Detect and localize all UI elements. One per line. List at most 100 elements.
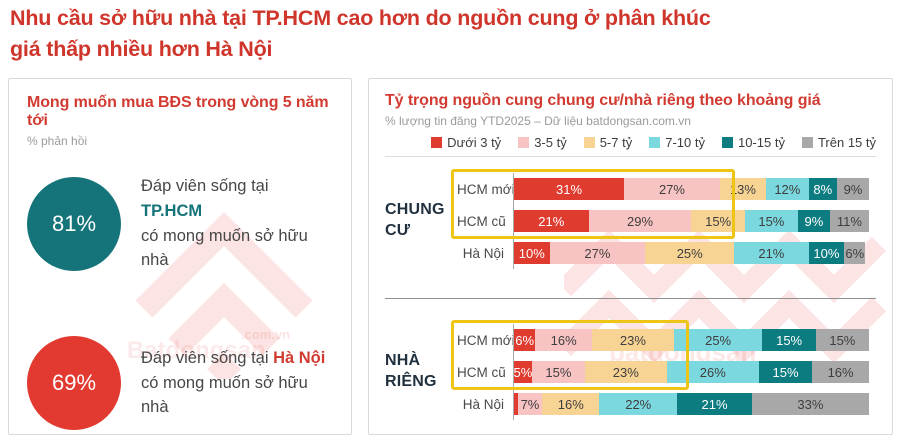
- bar-segment: 26%: [666, 361, 759, 383]
- bar-row-label: Hà Nội: [462, 245, 504, 261]
- legend-swatch-icon: [583, 137, 595, 148]
- bar-segment: 11%: [829, 210, 869, 232]
- bar-track: 5% 15% 23% 26% 15% 16%: [513, 356, 869, 388]
- legend-item: 3-5 tỷ: [518, 135, 567, 150]
- stat-text-hcm: Đáp viên sống tại TP.HCM có mong muốn sở…: [141, 174, 333, 273]
- stat-circle-hanoi: 69%: [27, 336, 121, 430]
- legend-label: 5-7 tỷ: [599, 135, 633, 150]
- chart-legend: Dưới 3 tỷ 3-5 tỷ 5-7 tỷ 7-10 tỷ 10-15 tỷ Trên…: [385, 135, 876, 150]
- bar-track: 21% 29% 15% 15% 9% 11%: [513, 205, 869, 237]
- legend-swatch-icon: [721, 137, 733, 148]
- legend-swatch-icon: [649, 137, 661, 148]
- bar-row-label: HCM mới: [457, 332, 515, 348]
- stacked-bar: 31% 27% 13% 12% 8% 9%: [514, 178, 869, 200]
- group-rows: HCM mới 6% 16% 23% 25% 15% 15% HCM cũ 5% 15% 23% 26…: [451, 320, 876, 420]
- stat-row-hanoi: 69% Đáp viên sống tại Hà Nội có mong muố…: [27, 336, 333, 430]
- stat-text-hanoi: Đáp viên sống tại Hà Nội có mong muốn sở…: [141, 346, 333, 420]
- bar-segment: 16%: [542, 393, 600, 415]
- stacked-bar: 5% 15% 23% 26% 15% 16%: [514, 361, 869, 383]
- group-divider: [385, 298, 876, 299]
- stat-highlight-hcm: TP.HCM: [141, 201, 203, 220]
- stat-highlight-hanoi: Hà Nội: [273, 348, 326, 367]
- bar-row: Hà Nội 10% 27% 25% 21% 10% 6%: [457, 237, 876, 269]
- chart-group: CHUNG CƯ HCM mới 31% 27% 13% 12% 8% 9% HCM cũ 21%…: [385, 169, 876, 269]
- bar-segment: 12%: [766, 178, 809, 200]
- bar-segment: 22%: [599, 393, 678, 415]
- bar-segment: 15%: [531, 361, 585, 383]
- stacked-bar: 6% 16% 23% 25% 15% 15%: [514, 329, 869, 351]
- bar-row: HCM mới 31% 27% 13% 12% 8% 9%: [457, 173, 876, 205]
- watermark-domain-text: .com.vn: [241, 327, 291, 342]
- bar-segment: 16%: [535, 329, 593, 351]
- bar-track: 10% 27% 25% 21% 10% 6%: [513, 237, 869, 269]
- stat-prefix: Đáp viên sống tại: [141, 348, 274, 367]
- bar-segment: 15%: [762, 329, 816, 351]
- bar-row-label: HCM mới: [457, 181, 515, 197]
- bar-segment: [514, 393, 518, 415]
- bar-segment: 25%: [645, 242, 735, 264]
- bar-segment: 5%: [514, 361, 532, 383]
- chart-groups: CHUNG CƯ HCM mới 31% 27% 13% 12% 8% 9% HCM cũ 21%…: [385, 169, 876, 420]
- bar-row: Hà Nội 7% 16% 22% 21% 33%: [457, 388, 876, 420]
- chart-group: NHÀ RIÊNG HCM mới 6% 16% 23% 25% 15% 15% HCM cũ 5…: [385, 320, 876, 420]
- group-rows: HCM mới 31% 27% 13% 12% 8% 9% HCM cũ 21% 29% 15% 15…: [451, 169, 876, 269]
- bar-segment: 23%: [585, 361, 667, 383]
- bar-segment: 9%: [837, 178, 869, 200]
- bar-segment: 13%: [719, 178, 767, 200]
- bar-segment: 16%: [812, 361, 869, 383]
- stat-prefix: Đáp viên sống tại: [141, 177, 269, 195]
- page-title-line2: giá thấp nhiều hơn Hà Nội: [10, 36, 273, 61]
- survey-panel-subtitle: % phản hồi: [27, 134, 88, 148]
- page-title: Nhu cầu sở hữu nhà tại TP.HCM cao hơn do…: [10, 3, 870, 64]
- legend-item: Dưới 3 tỷ: [431, 135, 501, 150]
- stat-line2: có mong muốn sở hữu nhà: [141, 226, 308, 270]
- legend-swatch-icon: [518, 137, 530, 148]
- legend-item: 5-7 tỷ: [583, 135, 633, 150]
- bar-row: HCM cũ 5% 15% 23% 26% 15% 16%: [457, 356, 876, 388]
- legend-label: 10-15 tỷ: [737, 135, 785, 150]
- legend-label: Trên 15 tỷ: [817, 135, 876, 150]
- watermark-brand-text: Batdongsan: [127, 337, 266, 364]
- bar-segment: 15%: [744, 210, 798, 232]
- bar-row: HCM mới 6% 16% 23% 25% 15% 15%: [457, 324, 876, 356]
- bar-segment: 15%: [815, 329, 869, 351]
- survey-panel: Mong muốn mua BĐS trong vòng 5 năm tới %…: [8, 78, 352, 435]
- page-title-line1: Nhu cầu sở hữu nhà tại TP.HCM cao hơn do…: [10, 6, 711, 30]
- stacked-bar-chart: CHUNG CƯ HCM mới 31% 27% 13% 12% 8% 9% HCM cũ 21%…: [385, 156, 876, 420]
- bar-segment: 27%: [549, 242, 646, 264]
- bar-segment: 31%: [514, 178, 625, 200]
- group-label: CHUNG CƯ: [385, 201, 445, 239]
- legend-label: 7-10 tỷ: [665, 135, 705, 150]
- bar-segment: 7%: [517, 393, 543, 415]
- bar-row: HCM cũ 21% 29% 15% 15% 9% 11%: [457, 205, 876, 237]
- group-label: NHÀ RIÊNG: [385, 352, 437, 390]
- bar-segment: 9%: [797, 210, 830, 232]
- bar-segment: 21%: [514, 210, 589, 232]
- bar-segment: 10%: [808, 242, 845, 264]
- bar-segment: 15%: [691, 210, 745, 232]
- bar-row-label: HCM cũ: [457, 213, 506, 229]
- bar-segment: 6%: [514, 329, 536, 351]
- bar-track: 31% 27% 13% 12% 8% 9%: [513, 173, 869, 205]
- bar-row-label: Hà Nội: [462, 396, 504, 412]
- bar-track: 7% 16% 22% 21% 33%: [513, 388, 869, 420]
- stat-circle-hcm: 81%: [27, 176, 121, 271]
- bar-segment: 6%: [844, 242, 866, 264]
- bar-segment: 8%: [808, 178, 838, 200]
- bar-segment: 23%: [592, 329, 674, 351]
- bar-segment: 10%: [514, 242, 550, 264]
- stacked-bar: 21% 29% 15% 15% 9% 11%: [514, 210, 869, 232]
- chart-panel-subtitle: % lượng tin đăng YTD2025 – Dữ liệu batdo…: [385, 114, 691, 128]
- bar-segment: 27%: [624, 178, 720, 200]
- bar-track: 6% 16% 23% 25% 15% 15%: [513, 324, 869, 356]
- bar-segment: 15%: [758, 361, 813, 383]
- legend-item: Trên 15 tỷ: [801, 135, 876, 150]
- stacked-bar: 7% 16% 22% 21% 33%: [514, 393, 869, 415]
- stat-row-hcm: 81% Đáp viên sống tại TP.HCM có mong muố…: [27, 174, 333, 273]
- legend-item: 7-10 tỷ: [649, 135, 705, 150]
- stat-line2: có mong muốn sở hữu nhà: [141, 373, 308, 417]
- legend-swatch-icon: [801, 137, 813, 148]
- stacked-bar: 10% 27% 25% 21% 10% 6%: [514, 242, 869, 264]
- bar-row-label: HCM cũ: [457, 364, 506, 380]
- chart-panel-title: Tỷ trọng nguồn cung chung cư/nhà riêng t…: [385, 92, 821, 109]
